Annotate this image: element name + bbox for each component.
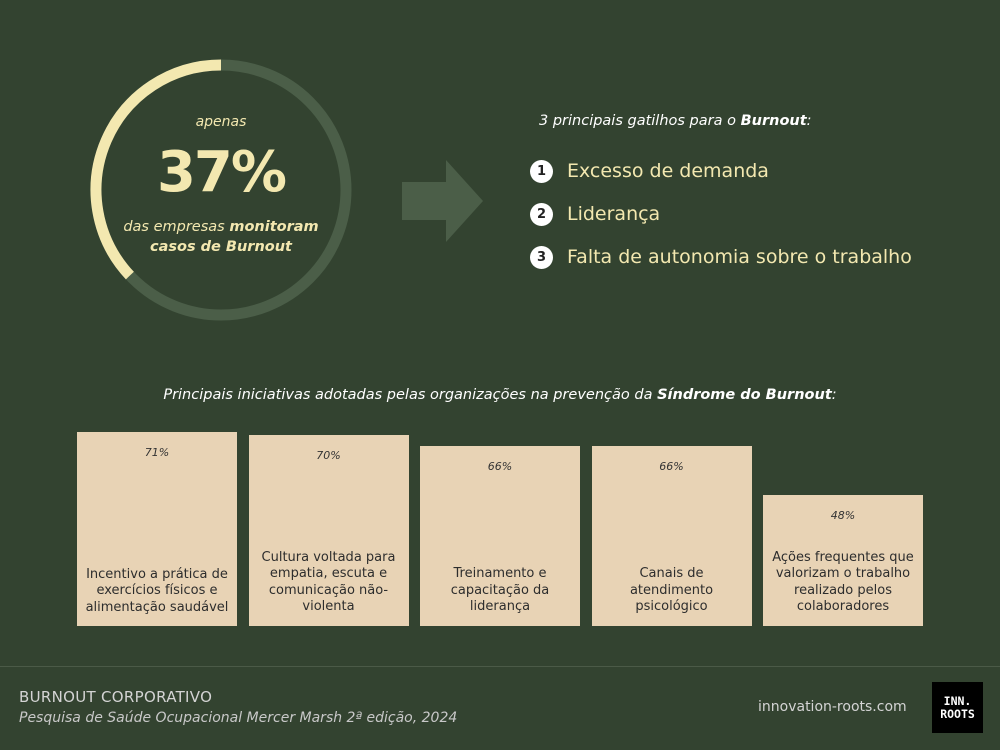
gauge-caption-bold: monitoram casos de Burnout: [150, 219, 319, 255]
gauge-value: 37%: [156, 140, 287, 205]
brand-logo: INN. ROOTS: [932, 682, 983, 733]
gauge-caption: das empresas monitoram casos de Burnout: [106, 217, 336, 257]
logo-line-2: ROOTS: [940, 706, 975, 721]
bar-value-label-2: 70%: [316, 448, 341, 462]
bar-value-label-5: 48%: [830, 508, 856, 522]
gauge-caption-prefix: das empresas: [123, 219, 230, 235]
footer-site-link[interactable]: innovation-roots.com: [758, 699, 907, 715]
triggers-heading: 3 principais gatilhos para o Burnout:: [539, 113, 812, 129]
trigger-item-2: 2 Liderança: [530, 201, 660, 227]
bar-category-label-2: Cultura voltada para empatia, escuta e c…: [261, 549, 396, 615]
footer-divider: [0, 666, 1000, 667]
arrow-icon: [402, 160, 483, 242]
bar-5: 48% Ações frequentes que valorizam o trab…: [763, 494, 923, 626]
logo-line-1: INN.: [943, 693, 972, 708]
trigger-number-2: 2: [530, 202, 553, 226]
bar-category-label-4: Canais de atendimento psicológico: [629, 566, 714, 615]
initiatives-heading: Principais iniciativas adotadas pelas or…: [0, 387, 1000, 403]
initiatives-heading-prefix: Principais iniciativas adotadas pelas or…: [163, 387, 658, 403]
gauge-arc: [90, 59, 222, 280]
trigger-number-3: 3: [530, 245, 553, 269]
initiatives-heading-suffix: :: [831, 387, 837, 403]
bar-value-label-3: 66%: [487, 459, 513, 473]
bar-category-label-5: Ações frequentes que valorizam o trabalh…: [772, 549, 914, 615]
bar-4: 66% Canais de atendimento psicológico: [591, 445, 752, 626]
bar-value-label-1: 71%: [144, 446, 170, 459]
trigger-label-1: Excesso de demanda: [567, 160, 769, 182]
bar-3: 66% Treinamento e capacitação da lideranç…: [420, 445, 580, 626]
bar-2: 70% Cultura voltada para empatia, escuta …: [248, 434, 409, 626]
triggers-heading-suffix: :: [806, 113, 812, 129]
trigger-item-1: 1 Excesso de demanda: [530, 158, 769, 184]
bar-category-label-3: Treinamento e capacitação da liderança: [450, 566, 550, 615]
trigger-number-1: 1: [530, 159, 553, 183]
trigger-label-2: Liderança: [567, 203, 661, 225]
trigger-label-3: Falta de autonomia sobre o trabalho: [567, 246, 912, 268]
footer-subtitle: Pesquisa de Saúde Ocupacional Mercer Mar…: [19, 710, 458, 726]
gauge-pre-label: apenas: [195, 114, 247, 130]
triggers-heading-prefix: 3 principais gatilhos para o: [539, 113, 741, 129]
bar-1: 71% Incentivo a prática de exercícios fís…: [77, 432, 237, 626]
bar-category-label-1: Incentivo a prática de exercícios físico…: [85, 566, 229, 615]
trigger-item-3: 3 Falta de autonomia sobre o trabalho: [530, 244, 912, 270]
triggers-heading-bold: Burnout: [740, 113, 807, 129]
footer-title: BURNOUT CORPORATIVO: [19, 688, 213, 706]
initiatives-heading-bold: Síndrome do Burnout: [657, 387, 832, 403]
bar-value-label-4: 66%: [659, 459, 684, 473]
gauge-graphic: [90, 59, 483, 321]
